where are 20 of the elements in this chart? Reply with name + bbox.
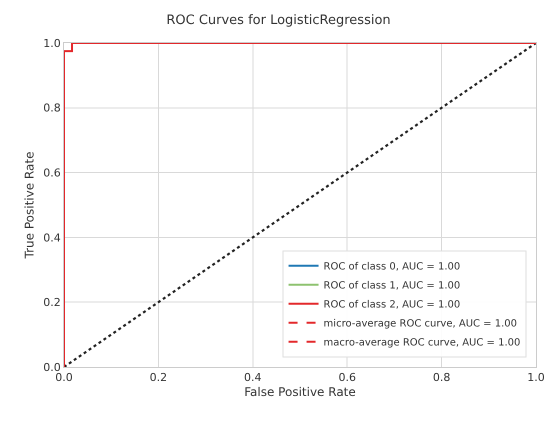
x-tick-label: 1.0 [527, 371, 545, 384]
legend-label: macro-average ROC curve, AUC = 1.00 [324, 338, 520, 349]
legend-label: ROC of class 0, AUC = 1.00 [324, 262, 460, 273]
y-tick-label: 0.6 [43, 166, 61, 180]
y-tick-label: 0.8 [43, 102, 61, 115]
legend-label: micro-average ROC curve, AUC = 1.00 [324, 318, 517, 330]
x-tick-label: 0.6 [338, 371, 356, 384]
legend-label: ROC of class 1, AUC = 1.00 [324, 280, 460, 292]
legend-label: ROC of class 2, AUC = 1.00 [324, 300, 460, 311]
x-axis-title: False Positive Rate [244, 385, 356, 400]
x-tick-label: 0.4 [244, 371, 262, 384]
chart-title: ROC Curves for LogisticRegression [166, 12, 391, 28]
y-tick-label: 0.4 [43, 231, 61, 244]
x-tick-label: 0.2 [150, 371, 168, 384]
x-tick-label: 0.8 [432, 371, 450, 384]
y-tick-label: 0.2 [43, 296, 61, 310]
y-tick-label: 1.0 [43, 36, 61, 50]
x-tick-label: 0.0 [55, 371, 73, 384]
y-tick-label: 0.0 [43, 360, 61, 374]
y-axis-title: True Positive Rate [22, 152, 37, 260]
